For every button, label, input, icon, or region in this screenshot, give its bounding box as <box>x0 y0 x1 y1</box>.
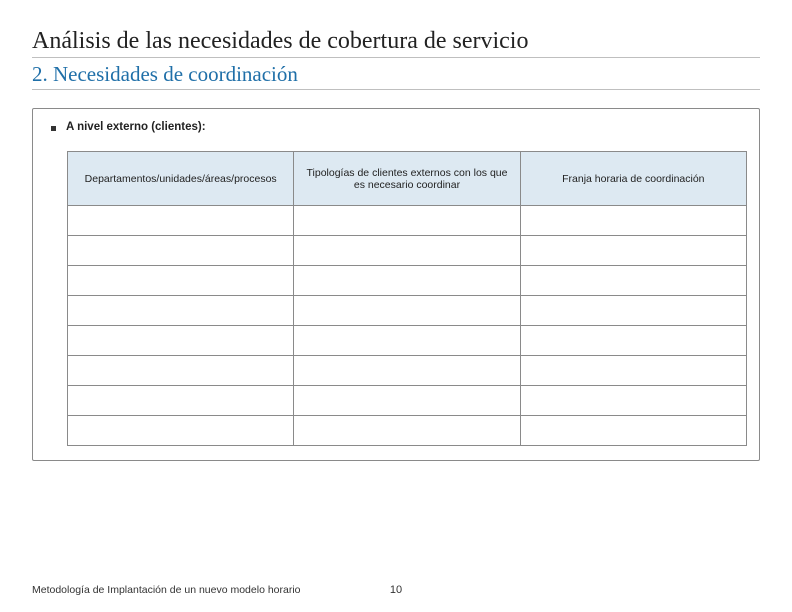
table-cell <box>68 416 294 446</box>
content-card: A nivel externo (clientes): Departamento… <box>32 108 760 461</box>
table-cell <box>294 266 520 296</box>
table-cell <box>68 206 294 236</box>
table-cell <box>520 416 746 446</box>
table-cell <box>294 206 520 236</box>
footer-text: Metodología de Implantación de un nuevo … <box>32 584 301 596</box>
table-cell <box>294 326 520 356</box>
bullet-text: A nivel externo (clientes): <box>66 121 206 133</box>
table-cell <box>520 266 746 296</box>
table-cell <box>520 206 746 236</box>
page-title: Análisis de las necesidades de cobertura… <box>32 28 760 58</box>
table-header-row: Departamentos/unidades/áreas/procesos Ti… <box>68 152 747 206</box>
table-row <box>68 416 747 446</box>
table-cell <box>68 356 294 386</box>
col-header-departments: Departamentos/unidades/áreas/procesos <box>68 152 294 206</box>
table-cell <box>68 236 294 266</box>
table-cell <box>294 236 520 266</box>
bullet-item: A nivel externo (clientes): <box>45 121 747 133</box>
footer: Metodología de Implantación de un nuevo … <box>32 584 760 596</box>
page-subtitle: 2. Necesidades de coordinación <box>32 62 760 90</box>
table-row <box>68 356 747 386</box>
table-cell <box>68 266 294 296</box>
table-cell <box>294 296 520 326</box>
table-cell <box>68 296 294 326</box>
bullet-icon <box>51 126 56 131</box>
page-number: 10 <box>390 584 402 596</box>
coordination-table: Departamentos/unidades/áreas/procesos Ti… <box>67 151 747 446</box>
table-cell <box>520 326 746 356</box>
table-cell <box>294 356 520 386</box>
col-header-typologies: Tipologías de clientes externos con los … <box>294 152 520 206</box>
table-cell <box>294 416 520 446</box>
table-cell <box>520 356 746 386</box>
col-header-timeslot: Franja horaria de coordinación <box>520 152 746 206</box>
table-row <box>68 296 747 326</box>
table-cell <box>68 386 294 416</box>
table-row <box>68 266 747 296</box>
table-row <box>68 326 747 356</box>
table-row <box>68 386 747 416</box>
table-row <box>68 236 747 266</box>
table-cell <box>520 236 746 266</box>
table-cell <box>520 296 746 326</box>
table-body <box>68 206 747 446</box>
table-cell <box>294 386 520 416</box>
table-row <box>68 206 747 236</box>
table-cell <box>68 326 294 356</box>
table-cell <box>520 386 746 416</box>
